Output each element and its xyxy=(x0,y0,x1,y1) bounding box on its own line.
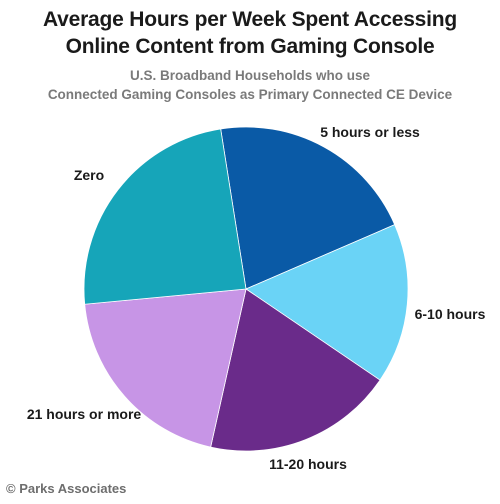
source-credit: © Parks Associates xyxy=(6,481,127,496)
chart-title: Average Hours per Week Spent Accessing O… xyxy=(0,6,500,60)
slice-label-3: 11-20 hours xyxy=(269,456,347,472)
slice-label-5: Zero xyxy=(74,167,104,183)
pie-slice-2 xyxy=(245,224,409,381)
chart-title-line-1: Average Hours per Week Spent Accessing xyxy=(42,8,458,31)
pie-slice-3 xyxy=(210,288,381,452)
chart-subtitle-line-1: U.S. Broadband Households who use xyxy=(129,68,371,83)
slice-label-2: 6-10 hours xyxy=(415,306,486,322)
slice-label-4: 21 hours or more xyxy=(27,406,142,422)
chart-subtitle: U.S. Broadband Households who use Connec… xyxy=(0,66,500,104)
chart-subtitle-line-2: Connected Gaming Consoles as Primary Con… xyxy=(47,87,453,102)
slice-label-1: 5 hours or less xyxy=(320,124,420,140)
pie-slice-5 xyxy=(83,128,247,305)
chart-title-line-2: Online Content from Gaming Console xyxy=(65,35,435,58)
pie-slice-4 xyxy=(84,288,247,448)
pie-slice-1 xyxy=(220,126,396,290)
